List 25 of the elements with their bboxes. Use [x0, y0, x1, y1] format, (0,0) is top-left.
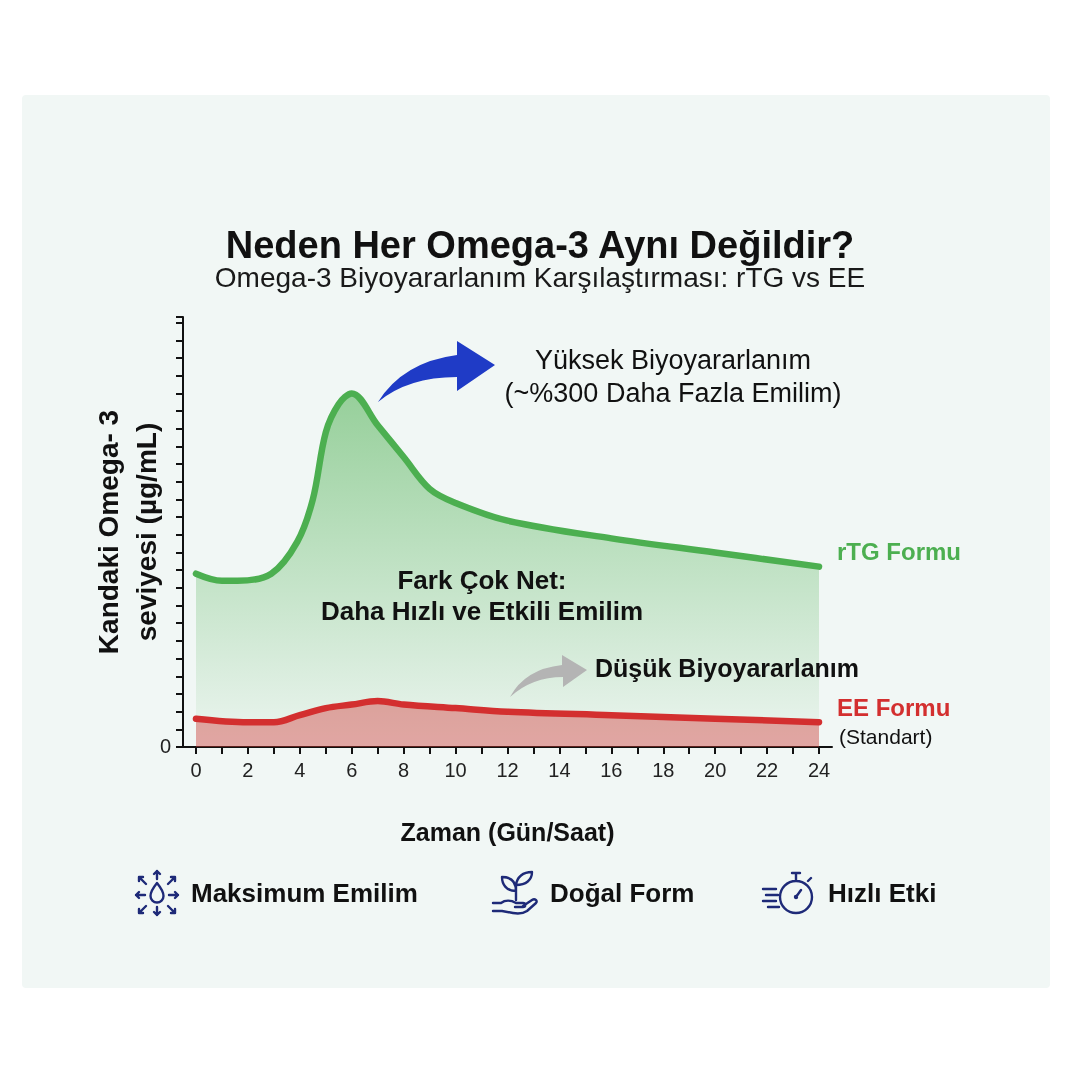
- text: 0: [159, 735, 171, 757]
- x-tick-label: 22: [755, 759, 779, 781]
- text: Hızlı Etki: [828, 877, 937, 909]
- y-axis-title: Kandaki Omega- 3 seviyesi (µg/mL): [92, 409, 162, 655]
- x-tick-label: 20: [704, 759, 727, 781]
- x-tick-label: 18: [652, 759, 675, 781]
- annotation: Yüksek Biyoyararlanım (~%300 Daha Fazla Emilim): [504, 344, 842, 408]
- annotation: Düşük Biyoyararlanım: [595, 654, 859, 682]
- x-tick-label: 24: [807, 759, 831, 781]
- x-tick-label: 0: [190, 759, 202, 781]
- x-tick-label: 8: [398, 759, 410, 781]
- annotation: Fark Çok Net: Daha Hızlı ve Etkili Emilim: [320, 564, 644, 626]
- text: Doğal Form: [550, 877, 695, 909]
- x-tick-label: 10: [444, 759, 467, 781]
- x-axis-title: Zaman (Gün/Saat): [400, 817, 615, 846]
- series-label: rTG Formu: [837, 538, 962, 566]
- x-tick-label: 4: [294, 759, 306, 781]
- x-tick-label: 14: [548, 759, 571, 781]
- x-tick-label: 16: [600, 759, 623, 781]
- x-tick-label: 12: [496, 759, 519, 781]
- text: Maksimum Emilim: [191, 877, 418, 909]
- series-label: EE Formu: [837, 693, 951, 721]
- annotation: (Standart): [839, 724, 933, 748]
- x-tick-label: 2: [242, 759, 254, 781]
- x-tick-label: 6: [346, 759, 358, 781]
